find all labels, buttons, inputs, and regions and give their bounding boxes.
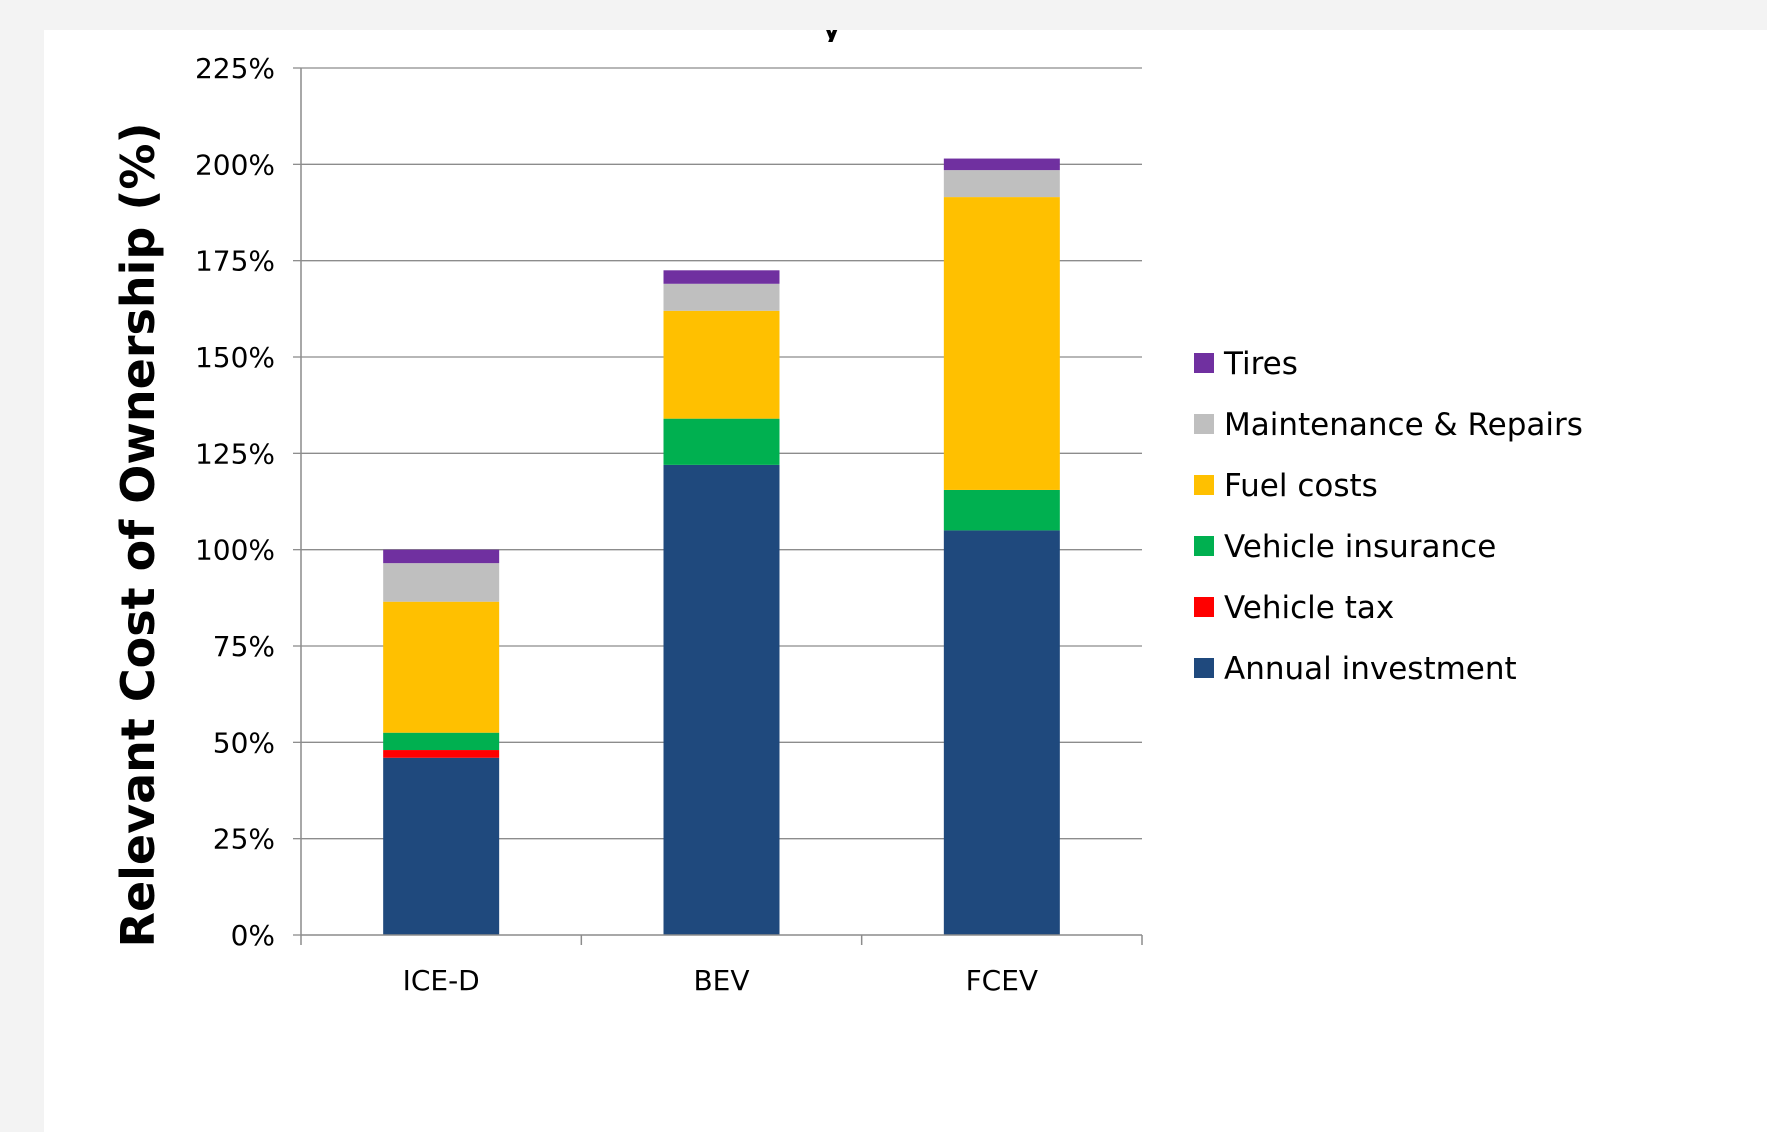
bar-segment: [944, 197, 1060, 490]
bar-segment: [383, 602, 499, 733]
legend-swatch: [1194, 475, 1214, 495]
y-tick-label: 50%: [213, 726, 275, 759]
bar-segment: [383, 733, 499, 750]
y-tick-label: 175%: [195, 245, 275, 278]
legend-swatch: [1194, 353, 1214, 373]
bar-segment: [944, 159, 1060, 171]
y-tick-label: 0%: [231, 919, 275, 952]
bar-segment: [664, 311, 780, 419]
bar-segment: [383, 758, 499, 935]
bar-segment: [383, 563, 499, 602]
legend-swatch: [1194, 597, 1214, 617]
y-tick-label: 200%: [195, 148, 275, 181]
legend-label: Fuel costs: [1224, 468, 1378, 504]
y-tick-label: 150%: [195, 341, 275, 374]
legend-label: Vehicle tax: [1224, 590, 1394, 626]
y-axis-label: Relevant Cost of Ownership (%): [111, 123, 165, 948]
x-tick-labels: ICE-D BEV FCEV: [403, 964, 1039, 997]
legend-swatch: [1194, 414, 1214, 434]
y-tick-label: 125%: [195, 437, 275, 470]
legend-label: Annual investment: [1224, 651, 1517, 687]
bar-segment: [664, 419, 780, 465]
bar-segment: [383, 750, 499, 758]
bar-segment: [944, 490, 1060, 530]
legend-label: Maintenance & Repairs: [1224, 407, 1583, 443]
x-tick-label: ICE-D: [403, 964, 480, 997]
y-tick-label: 75%: [213, 630, 275, 663]
y-tick-label: 100%: [195, 534, 275, 567]
bar-segment: [664, 270, 780, 283]
stacked-bar-chart: 0% 25% 50% 75% 100% 125% 150% 175% 200% 225% ICE-…: [44, 30, 1767, 1132]
x-tick-label: FCEV: [966, 964, 1039, 997]
bar-segment: [664, 284, 780, 311]
legend-label: Vehicle insurance: [1224, 529, 1496, 565]
chart-panel: y 0%25%50%75%100%125%150%175%200%225% IC…: [44, 30, 1767, 1132]
legend-swatch: [1194, 536, 1214, 556]
bar-segment: [944, 170, 1060, 197]
bar-segment: [383, 550, 499, 563]
y-tick-labels: 0% 25% 50% 75% 100% 125% 150% 175% 200% 225%: [195, 52, 301, 952]
bar-segment: [664, 465, 780, 935]
x-tick-label: BEV: [693, 964, 749, 997]
bars: [383, 159, 1060, 935]
legend: Tires Maintenance & Repairs Fuel costs Vehi…: [1194, 346, 1583, 687]
legend-swatch: [1194, 658, 1214, 678]
y-tick-label: 225%: [195, 52, 275, 85]
legend-label: Tires: [1223, 346, 1298, 382]
bar-segment: [944, 530, 1060, 935]
y-tick-label: 25%: [213, 823, 275, 856]
